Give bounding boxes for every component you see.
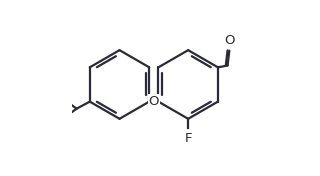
Text: O: O — [148, 95, 159, 108]
Text: F: F — [184, 132, 192, 145]
Text: O: O — [224, 34, 235, 47]
